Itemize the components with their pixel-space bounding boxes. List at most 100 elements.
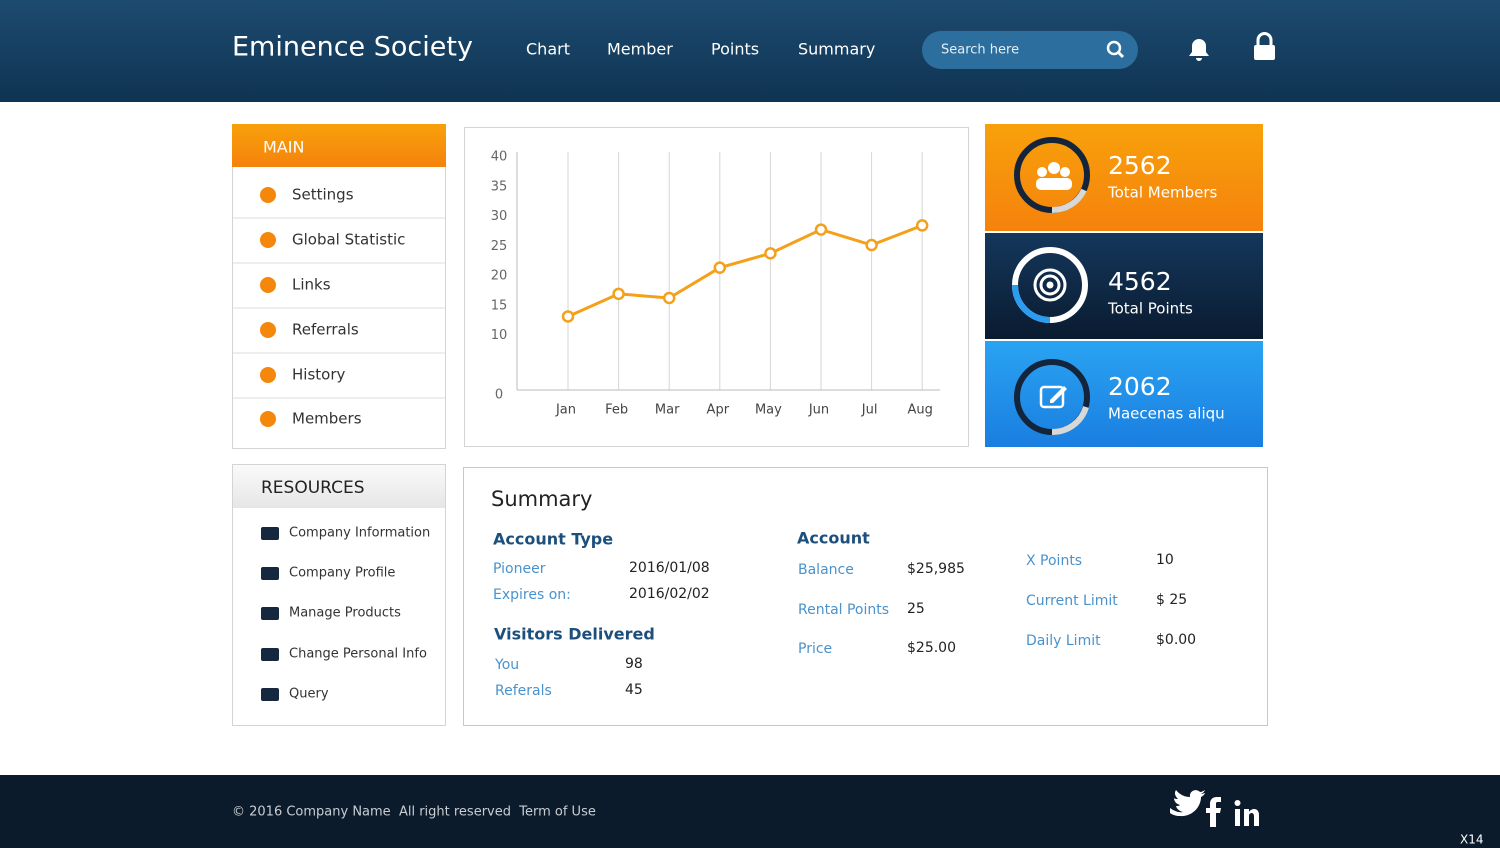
x-tick-label: May: [755, 403, 782, 418]
menu-item[interactable]: Global Statistic: [292, 231, 405, 249]
stat-label: Total Members: [1107, 184, 1217, 202]
resources-title: RESOURCES: [261, 478, 365, 498]
menu-icon: [261, 567, 279, 580]
field-label: Price: [798, 641, 832, 657]
stat-card: [985, 233, 1263, 339]
badge: X14: [1460, 833, 1484, 847]
menu-icon: [261, 688, 279, 701]
data-point: [814, 223, 828, 236]
field-label: X Points: [1026, 553, 1082, 569]
stat-card: [985, 341, 1263, 447]
nav-link[interactable]: Member: [607, 40, 673, 59]
field-label: You: [494, 657, 519, 673]
y-tick-label: 40: [491, 150, 508, 165]
stat-label: Total Points: [1107, 300, 1193, 318]
field-value: 98: [625, 656, 643, 672]
main-title: MAIN: [263, 138, 304, 157]
stat-card: [985, 124, 1263, 231]
summary-panel: [463, 467, 1268, 726]
footer-text: © 2016 Company Name All right reserved T…: [232, 805, 596, 820]
stat-value: 2062: [1108, 372, 1172, 401]
field-value: $25.00: [907, 640, 956, 656]
bell-icon[interactable]: [1189, 39, 1209, 61]
data-point: [612, 287, 625, 301]
field-value: 2016/02/02: [629, 586, 710, 602]
y-tick-label: 0: [495, 388, 503, 403]
resources-header: [233, 465, 445, 508]
menu-icon: [260, 411, 276, 427]
menu-item[interactable]: Settings: [292, 186, 354, 204]
menu-item[interactable]: Change Personal Info: [289, 647, 427, 662]
y-tick-label: 25: [491, 239, 508, 254]
footer: [0, 775, 1500, 848]
lock-icon[interactable]: [1254, 32, 1275, 61]
field-label: Pioneer: [493, 561, 546, 577]
menu-icon: [260, 277, 276, 293]
field-label: Current Limit: [1026, 593, 1118, 609]
x-tick-label: Jan: [555, 403, 576, 418]
section-title: Visitors Delivered: [494, 625, 655, 644]
menu-item[interactable]: Company Information: [289, 526, 430, 541]
field-label: Expires on:: [493, 587, 571, 603]
stat-value: 2562: [1108, 151, 1172, 180]
data-line: [567, 224, 923, 318]
y-tick-label: 20: [491, 269, 508, 284]
x-tick-label: Apr: [707, 403, 730, 418]
field-value: $ 25: [1156, 592, 1187, 608]
search-icon[interactable]: [1106, 40, 1125, 59]
site-title: Eminence Society: [232, 32, 473, 63]
field-value: 2016/01/08: [629, 560, 710, 576]
menu-item[interactable]: Manage Products: [289, 606, 401, 621]
field-value: 45: [625, 682, 643, 698]
search-placeholder: Search here: [941, 43, 1019, 58]
data-point: [915, 219, 929, 232]
x-tick-label: Feb: [605, 403, 628, 418]
nav-link[interactable]: Summary: [798, 40, 875, 59]
edit-ring: [1014, 359, 1090, 436]
linkedin-icon[interactable]: [1234, 800, 1260, 826]
nav-link[interactable]: Chart: [526, 40, 570, 59]
members-ring: [1014, 137, 1090, 214]
menu-item[interactable]: Company Profile: [289, 566, 395, 581]
stat-value: 4562: [1108, 267, 1172, 296]
data-point: [713, 261, 727, 274]
y-tick-label: 30: [491, 209, 508, 224]
x-tick-label: Aug: [908, 403, 933, 418]
section-title: Account: [797, 529, 870, 548]
menu-icon: [261, 527, 279, 540]
field-value: 25: [907, 601, 925, 617]
menu-item[interactable]: Query: [289, 687, 329, 702]
field-label: Daily Limit: [1026, 633, 1101, 649]
menu-icon: [261, 648, 279, 661]
menu-item[interactable]: Links: [292, 276, 331, 294]
menu-item[interactable]: Members: [292, 410, 362, 428]
menu-item[interactable]: Referrals: [292, 321, 359, 339]
field-value: $25,985: [907, 561, 965, 577]
summary-title: Summary: [491, 487, 592, 511]
twitter-icon[interactable]: [1170, 790, 1205, 817]
menu-item[interactable]: History: [292, 366, 345, 384]
menu-icon: [261, 607, 279, 620]
nav-link[interactable]: Points: [711, 40, 759, 59]
stat-label: Maecenas aliqu: [1108, 405, 1225, 423]
facebook-icon[interactable]: [1206, 797, 1221, 827]
field-value: 10: [1156, 552, 1174, 568]
x-tick-label: Jul: [861, 403, 878, 418]
main-header: [232, 124, 446, 167]
field-label: Balance: [798, 562, 854, 578]
search-box[interactable]: [922, 31, 1138, 69]
menu-icon: [260, 187, 276, 203]
field-label: Rental Points: [798, 602, 889, 618]
field-label: Referals: [495, 683, 552, 699]
points-ring: [1012, 247, 1088, 323]
y-tick-label: 10: [491, 328, 508, 343]
chart-panel: [464, 127, 969, 447]
data-point: [865, 238, 878, 252]
data-point: [764, 247, 777, 260]
y-tick-label: 35: [491, 179, 508, 194]
y-tick-label: 15: [491, 298, 508, 313]
data-point: [662, 291, 676, 305]
data-point: [561, 310, 575, 323]
menu-icon: [260, 367, 276, 383]
